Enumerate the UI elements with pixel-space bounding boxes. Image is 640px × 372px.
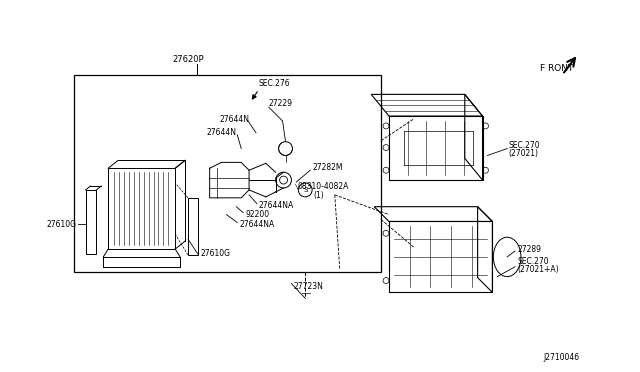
Text: (1): (1) xyxy=(313,191,324,201)
Bar xyxy=(188,198,198,255)
Text: SEC.270: SEC.270 xyxy=(517,257,548,266)
Text: 27282M: 27282M xyxy=(312,163,342,172)
Text: F RONT: F RONT xyxy=(540,64,573,73)
Text: SEC.276: SEC.276 xyxy=(259,79,291,88)
Text: 92200: 92200 xyxy=(245,210,269,219)
Text: (27021): (27021) xyxy=(508,149,538,158)
Text: 27644N: 27644N xyxy=(207,128,237,137)
Text: 27723N: 27723N xyxy=(293,282,323,291)
Bar xyxy=(86,190,97,254)
Text: 27610G: 27610G xyxy=(201,250,231,259)
Text: 27644NA: 27644NA xyxy=(239,220,275,229)
Text: J2710046: J2710046 xyxy=(543,353,579,362)
Text: 27644NA: 27644NA xyxy=(259,201,294,210)
Text: (27021+A): (27021+A) xyxy=(517,265,559,274)
Text: SEC.270: SEC.270 xyxy=(508,141,540,150)
Text: 27229: 27229 xyxy=(269,99,292,108)
Text: 27644N: 27644N xyxy=(220,115,250,124)
Text: 27620P: 27620P xyxy=(172,55,204,64)
Text: S: S xyxy=(303,187,307,193)
Text: 08310-4082A: 08310-4082A xyxy=(298,183,349,192)
Text: 27610G: 27610G xyxy=(47,220,77,229)
Bar xyxy=(74,75,381,272)
Text: 27289: 27289 xyxy=(517,244,541,254)
